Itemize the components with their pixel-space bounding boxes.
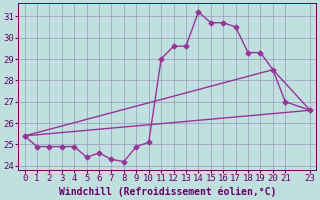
X-axis label: Windchill (Refroidissement éolien,°C): Windchill (Refroidissement éolien,°C) <box>59 186 276 197</box>
